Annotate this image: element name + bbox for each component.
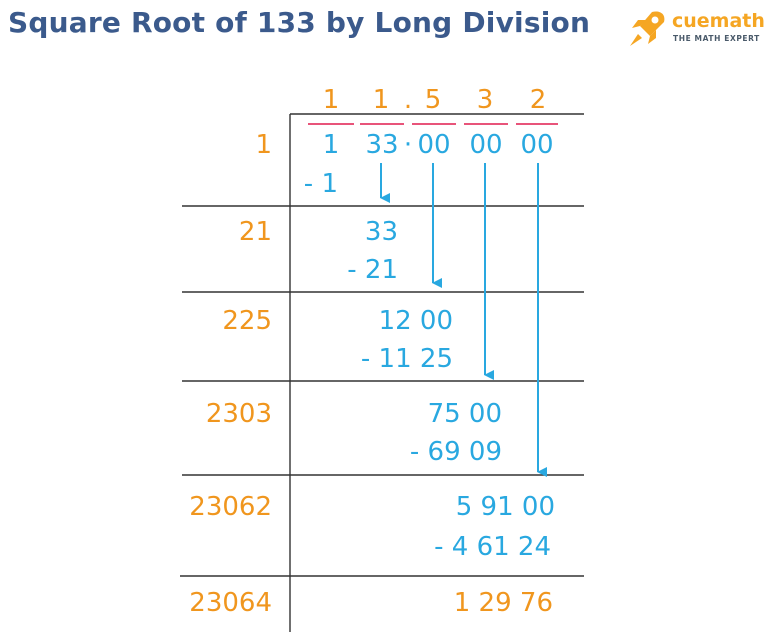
rocket-icon bbox=[630, 11, 665, 46]
remainder-line: 33 bbox=[365, 217, 398, 247]
quotient: 1 1 . 5 3 2 bbox=[323, 85, 547, 115]
dividend-group: 00 bbox=[520, 130, 553, 160]
quotient-decimal-point: . bbox=[404, 85, 412, 115]
bring-down-arrows bbox=[380, 163, 547, 477]
dividend-decimal-point: · bbox=[404, 130, 412, 160]
quotient-digit: 1 bbox=[373, 85, 390, 115]
divisor: 2303 bbox=[206, 399, 272, 429]
divisor: 225 bbox=[222, 306, 272, 336]
remainder-line: 75 00 bbox=[428, 399, 502, 429]
division-frame bbox=[180, 113, 584, 632]
subtraction-line: - 11 25 bbox=[361, 344, 453, 374]
divisor: 1 bbox=[255, 130, 272, 160]
dividend: 1 33 · 00 00 00 bbox=[323, 130, 554, 160]
subtraction-line: - 4 61 24 bbox=[434, 532, 551, 562]
brand-tagline: THE MATH EXPERT bbox=[673, 34, 760, 43]
brand-logo: cuemath THE MATH EXPERT bbox=[626, 8, 766, 48]
divisor: 23064 bbox=[189, 588, 272, 618]
page-title: Square Root of 133 by Long Division bbox=[8, 6, 591, 39]
final-remainder: 1 29 76 bbox=[454, 588, 553, 618]
quotient-digit: 3 bbox=[477, 85, 494, 115]
brand-name: cuemath bbox=[672, 10, 765, 32]
quotient-digit: 2 bbox=[530, 85, 547, 115]
divisor: 23062 bbox=[189, 492, 272, 522]
remainder-line: 5 91 00 bbox=[456, 492, 555, 522]
dividend-group: 00 bbox=[417, 130, 450, 160]
working: - 1 33 - 21 12 00 - 11 25 75 00 - 69 09 … bbox=[304, 169, 555, 618]
remainder-line: 12 00 bbox=[379, 306, 453, 336]
quotient-digit: 5 bbox=[425, 85, 442, 115]
dividend-group: 33 bbox=[365, 130, 398, 160]
quotient-digit: 1 bbox=[323, 85, 340, 115]
subtraction-line: - 1 bbox=[304, 169, 338, 199]
dividend-group: 00 bbox=[469, 130, 502, 160]
dividend-group: 1 bbox=[323, 130, 340, 160]
divisors: 1 21 225 2303 23062 23064 bbox=[189, 130, 272, 618]
divisor: 21 bbox=[239, 217, 272, 247]
subtraction-line: - 69 09 bbox=[410, 437, 502, 467]
subtraction-line: - 21 bbox=[347, 255, 398, 285]
